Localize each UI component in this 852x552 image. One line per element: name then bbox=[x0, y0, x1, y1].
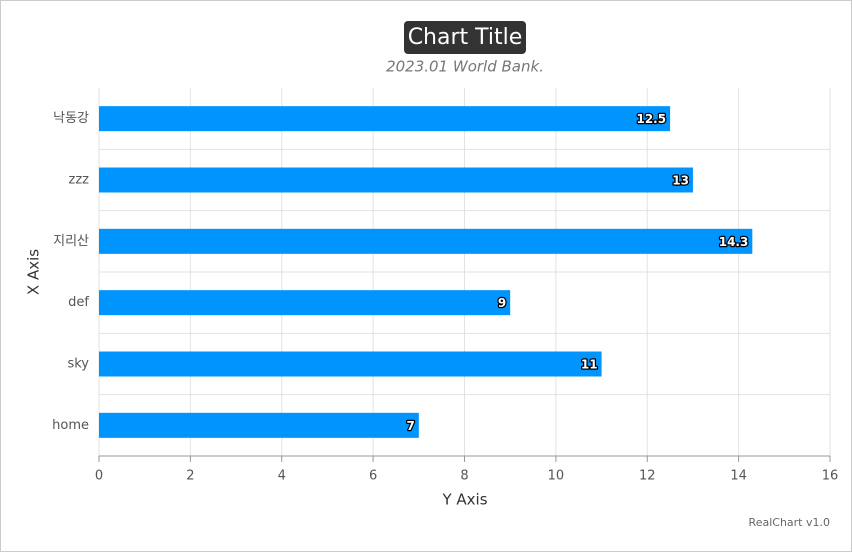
x-tick-label: 8 bbox=[460, 469, 468, 484]
bar bbox=[99, 351, 602, 377]
category-axis-title: X Axis bbox=[25, 249, 43, 295]
bar bbox=[99, 290, 511, 316]
x-tick-label: 6 bbox=[369, 469, 377, 484]
y-tick-label: home bbox=[52, 418, 89, 433]
bar bbox=[99, 412, 419, 438]
value-label: 12.5 bbox=[636, 112, 666, 126]
chart-subtitle: 2023.01 World Bank. bbox=[386, 58, 544, 76]
value-label: 9 bbox=[498, 296, 506, 310]
y-tick-label: 지리산 bbox=[53, 234, 89, 249]
bar bbox=[99, 228, 753, 254]
bar bbox=[99, 167, 693, 193]
chart-title: Chart Title bbox=[408, 25, 523, 50]
bar bbox=[99, 106, 671, 132]
value-label: 14.3 bbox=[719, 235, 749, 249]
x-tick-label: 14 bbox=[730, 469, 747, 484]
x-tick-label: 16 bbox=[822, 469, 839, 484]
x-tick-label: 12 bbox=[639, 469, 656, 484]
y-tick-label: zzz bbox=[69, 173, 90, 188]
title-box bbox=[404, 21, 526, 54]
value-label: 11 bbox=[581, 358, 598, 372]
value-label: 7 bbox=[406, 419, 414, 433]
y-tick-label: def bbox=[68, 295, 89, 310]
y-tick-label: 낙동강 bbox=[53, 111, 89, 126]
y-tick-label: sky bbox=[67, 357, 89, 372]
value-axis-title: Y Axis bbox=[441, 491, 487, 509]
x-tick-label: 0 bbox=[95, 469, 103, 484]
x-tick-label: 2 bbox=[186, 469, 194, 484]
credit: RealChart v1.0 bbox=[749, 516, 830, 529]
value-label: 13 bbox=[672, 174, 689, 188]
x-tick-label: 4 bbox=[278, 469, 286, 484]
x-tick-label: 10 bbox=[548, 469, 565, 484]
